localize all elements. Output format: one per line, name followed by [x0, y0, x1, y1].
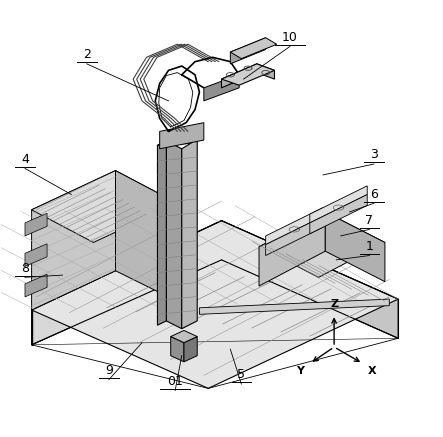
Polygon shape [31, 170, 116, 310]
Text: 7: 7 [365, 214, 373, 227]
Polygon shape [31, 221, 398, 388]
Polygon shape [259, 212, 325, 286]
Polygon shape [182, 139, 197, 329]
Polygon shape [230, 38, 266, 64]
Polygon shape [222, 64, 275, 85]
Polygon shape [310, 186, 367, 223]
Text: 4: 4 [21, 153, 29, 166]
Polygon shape [157, 141, 166, 325]
Polygon shape [171, 336, 184, 362]
Text: 6: 6 [370, 187, 378, 201]
Text: Y: Y [296, 366, 304, 376]
Text: 10: 10 [282, 31, 298, 44]
Polygon shape [230, 38, 277, 59]
Polygon shape [25, 213, 47, 236]
Polygon shape [116, 170, 177, 301]
Text: X: X [368, 366, 377, 376]
Polygon shape [266, 208, 323, 245]
Polygon shape [259, 212, 385, 277]
Text: 3: 3 [370, 149, 378, 161]
Text: 2: 2 [83, 48, 91, 61]
Polygon shape [310, 194, 367, 234]
Polygon shape [325, 212, 385, 282]
Polygon shape [199, 299, 389, 314]
Polygon shape [31, 170, 177, 243]
Text: 8: 8 [21, 262, 29, 275]
Text: 9: 9 [105, 364, 113, 377]
Polygon shape [222, 64, 275, 88]
Polygon shape [25, 274, 47, 297]
Text: 5: 5 [237, 368, 245, 382]
Polygon shape [159, 123, 204, 149]
Polygon shape [204, 75, 239, 101]
Polygon shape [222, 221, 398, 338]
Polygon shape [266, 216, 323, 256]
Polygon shape [157, 139, 197, 146]
Text: 1: 1 [365, 240, 373, 253]
Polygon shape [171, 330, 197, 343]
Polygon shape [166, 141, 182, 329]
Text: 01: 01 [167, 375, 183, 388]
Text: Z: Z [330, 299, 338, 309]
Polygon shape [25, 244, 47, 267]
Polygon shape [31, 221, 222, 345]
Polygon shape [184, 336, 197, 362]
